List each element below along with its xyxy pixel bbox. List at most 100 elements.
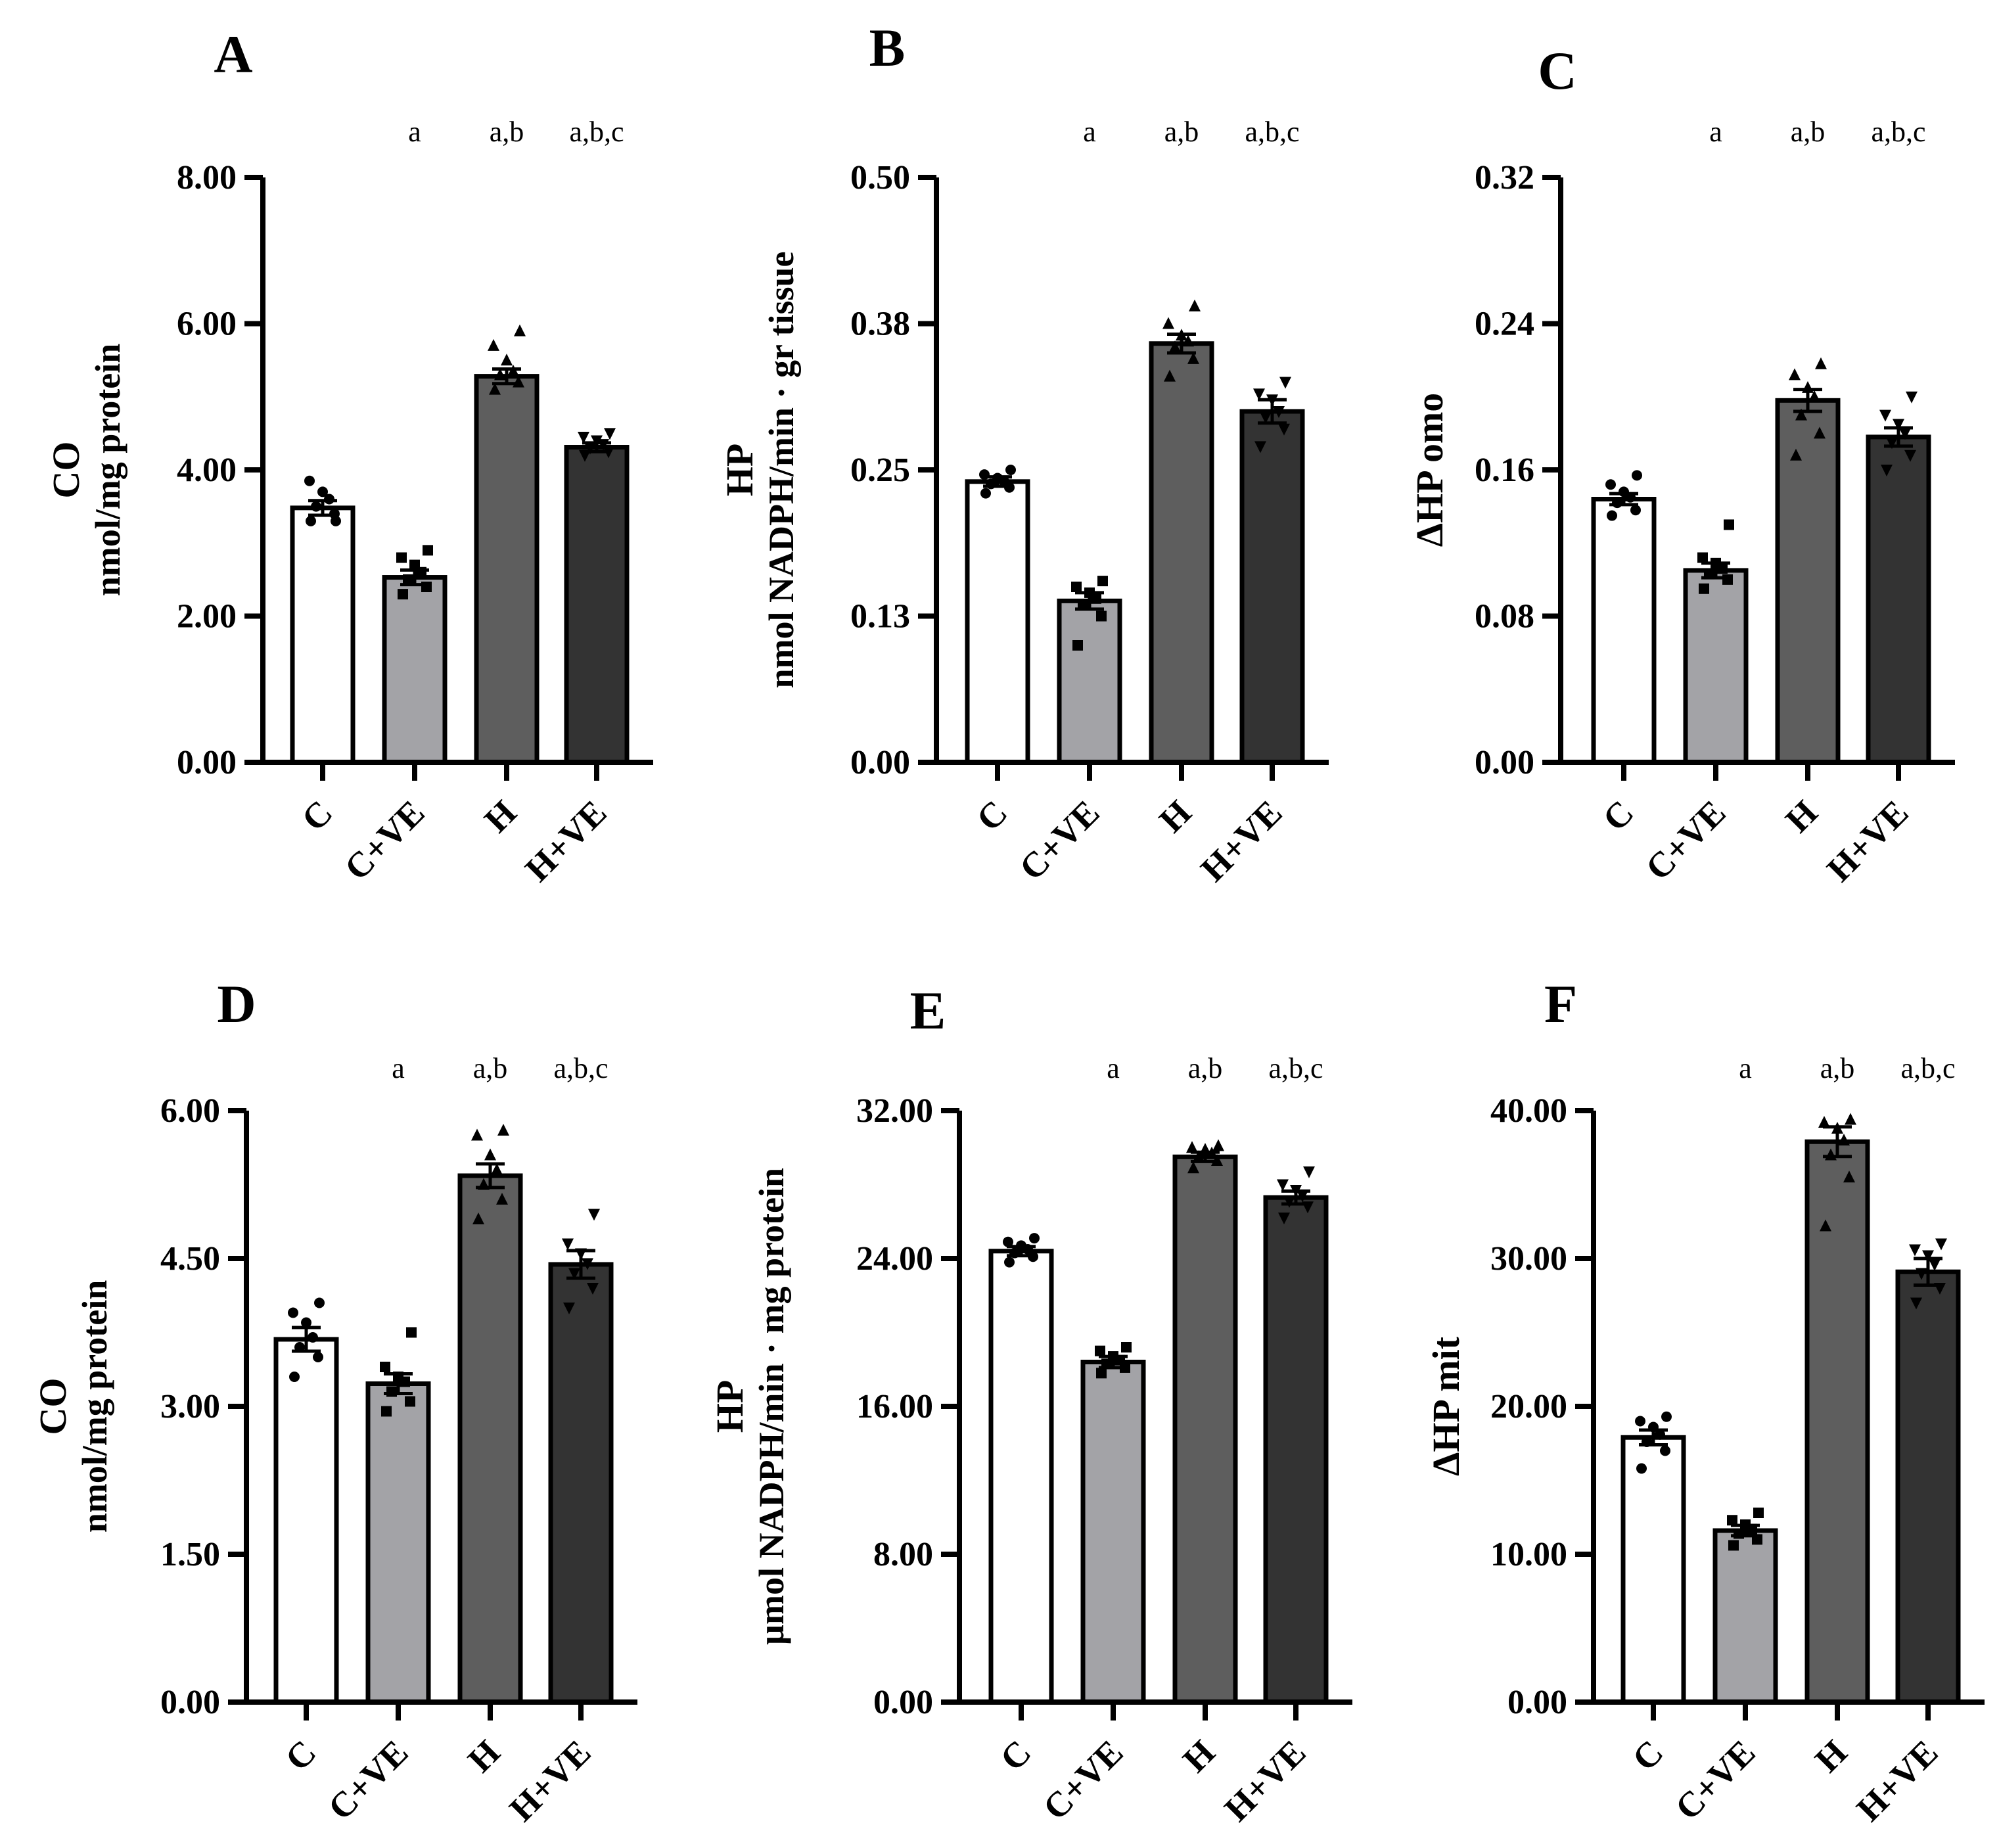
data-point bbox=[324, 494, 334, 505]
significance-label: a,b bbox=[1791, 116, 1826, 148]
x-tick-label: H+VE bbox=[518, 793, 614, 889]
y-tick-label: 10.00 bbox=[1490, 1536, 1567, 1573]
x-tick-label: C+VE bbox=[321, 1732, 416, 1828]
data-point bbox=[501, 354, 513, 366]
bar-h bbox=[1775, 398, 1841, 765]
bar-h-ve bbox=[1866, 434, 1931, 765]
y-axis-unit: nmol/mg protein bbox=[88, 344, 127, 597]
bar-h-ve bbox=[1263, 1195, 1329, 1705]
significance-label: a,b,c bbox=[553, 1052, 608, 1084]
y-axis-unit: µmol NADPH/min · mg protein bbox=[752, 1168, 791, 1645]
x-tick-label: C bbox=[969, 793, 1015, 839]
data-point bbox=[1283, 1195, 1295, 1208]
y-tick-label: 24.00 bbox=[856, 1240, 933, 1278]
data-point bbox=[1795, 408, 1807, 421]
significance-label: a,b,c bbox=[1871, 116, 1925, 148]
data-point bbox=[405, 1396, 415, 1407]
significance-label: a,b bbox=[490, 116, 524, 148]
data-point bbox=[980, 488, 991, 499]
bar-c-ve bbox=[365, 1381, 431, 1705]
data-point bbox=[1929, 1259, 1941, 1271]
panel-letter: D bbox=[217, 974, 256, 1034]
data-point bbox=[992, 473, 1003, 484]
data-point bbox=[1096, 1368, 1107, 1379]
data-point bbox=[1072, 640, 1083, 651]
data-point bbox=[1635, 1416, 1645, 1427]
bar-c-ve bbox=[1712, 1528, 1778, 1705]
x-tick-label: C+VE bbox=[1668, 1732, 1763, 1828]
significance-label: a bbox=[408, 116, 421, 148]
data-point bbox=[1636, 1463, 1647, 1474]
data-point bbox=[497, 1124, 509, 1136]
data-point bbox=[288, 1307, 298, 1318]
bar-h bbox=[1172, 1154, 1238, 1705]
y-tick-label: 0.16 bbox=[1475, 451, 1534, 489]
bar-c-ve bbox=[382, 575, 448, 765]
x-tick-label: C bbox=[1624, 1732, 1670, 1778]
data-point bbox=[1711, 557, 1721, 568]
y-tick-label: 0.08 bbox=[1475, 598, 1534, 635]
data-point bbox=[1199, 1143, 1211, 1155]
data-point bbox=[1899, 428, 1911, 440]
x-tick-label: H+VE bbox=[502, 1732, 599, 1829]
panel-letter: F bbox=[1544, 974, 1577, 1034]
data-point bbox=[1028, 1251, 1038, 1262]
data-point bbox=[1724, 519, 1734, 530]
panel-f: F ΔHP mit 0.00 10.00 20.00 30.00 40.00 CC+VE a Ha… bbox=[1425, 974, 1985, 1829]
x-tick-label: H+VE bbox=[1820, 793, 1916, 889]
y-axis-title: CO bbox=[32, 1378, 74, 1435]
data-point bbox=[1934, 1283, 1946, 1295]
y-tick-label: 4.50 bbox=[160, 1240, 220, 1278]
data-point bbox=[1843, 1170, 1855, 1183]
bar-c-ve bbox=[1683, 568, 1749, 765]
data-point bbox=[1096, 611, 1107, 622]
x-tick-label: C bbox=[1595, 793, 1641, 839]
data-point bbox=[1922, 1250, 1934, 1262]
x-tick-label: C+VE bbox=[1012, 793, 1107, 888]
data-point bbox=[380, 1362, 390, 1372]
panel-letter: E bbox=[910, 981, 946, 1040]
data-point bbox=[1879, 409, 1891, 422]
y-axis-title: CO bbox=[45, 442, 87, 499]
axis bbox=[244, 1111, 637, 1705]
data-point bbox=[1728, 1540, 1739, 1551]
data-point bbox=[1108, 1351, 1118, 1362]
data-point bbox=[604, 428, 616, 440]
data-point bbox=[597, 439, 609, 451]
bar-h-ve bbox=[548, 1262, 614, 1705]
data-point bbox=[1893, 419, 1904, 431]
data-point bbox=[1121, 1342, 1132, 1352]
data-point bbox=[1825, 1148, 1837, 1161]
data-point bbox=[1699, 583, 1709, 594]
data-point bbox=[1909, 1244, 1921, 1257]
data-point bbox=[1193, 1150, 1205, 1163]
y-tick-label: 32.00 bbox=[856, 1092, 933, 1130]
bar-c bbox=[290, 505, 356, 765]
data-point bbox=[496, 1193, 508, 1205]
data-point bbox=[1176, 329, 1187, 341]
data-point bbox=[1277, 1179, 1289, 1191]
data-point bbox=[603, 446, 614, 459]
data-point bbox=[1290, 1184, 1302, 1197]
data-point bbox=[294, 1342, 305, 1352]
data-point bbox=[304, 475, 315, 486]
y-tick-label: 0.25 bbox=[850, 451, 910, 489]
y-tick-label: 6.00 bbox=[160, 1092, 220, 1130]
data-point bbox=[1297, 1190, 1308, 1203]
bar-c-ve bbox=[1080, 1360, 1146, 1705]
y-tick-label: 8.00 bbox=[873, 1536, 933, 1573]
data-point bbox=[1886, 437, 1898, 450]
y-tick-label: 0.00 bbox=[1475, 744, 1534, 781]
data-point bbox=[1845, 1113, 1856, 1125]
data-point bbox=[1818, 1116, 1830, 1128]
y-tick-label: 0.00 bbox=[160, 1684, 220, 1721]
data-point bbox=[575, 1248, 587, 1260]
x-tick-label: H+VE bbox=[1849, 1732, 1946, 1829]
data-point bbox=[1169, 340, 1181, 353]
bar-c bbox=[1620, 1435, 1686, 1705]
data-point bbox=[1838, 1134, 1850, 1145]
y-tick-label: 0.00 bbox=[1507, 1684, 1567, 1721]
data-point bbox=[1279, 377, 1291, 389]
